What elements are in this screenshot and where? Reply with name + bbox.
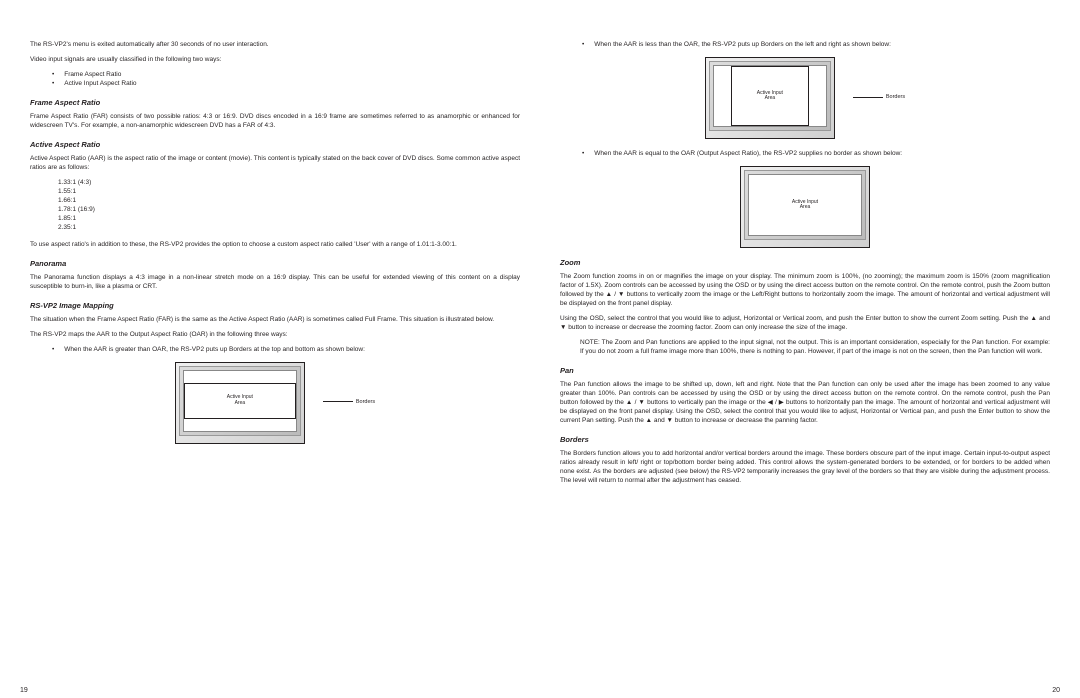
- borders-callout: Borders: [323, 400, 375, 406]
- page-number: 20: [1052, 686, 1060, 696]
- zoom-body-1: The Zoom function zooms in on or magnifi…: [560, 272, 1050, 308]
- frame-aspect-ratio-heading: Frame Aspect Ratio: [30, 98, 520, 109]
- ratio-item: 1.55:1: [58, 187, 520, 196]
- far-body: Frame Aspect Ratio (FAR) consists of two…: [30, 112, 520, 130]
- active-aspect-ratio-heading: Active Aspect Ratio: [30, 140, 520, 151]
- list-item: Frame Aspect Ratio: [52, 70, 520, 79]
- right-page: When the AAR is less than the OAR, the R…: [560, 40, 1050, 678]
- panorama-heading: Panorama: [30, 259, 520, 270]
- tv-diagram: Active Input Area: [705, 57, 835, 139]
- letterbox-figure: Active Input Area Borders: [30, 362, 520, 444]
- ratio-item: 1.33:1 (4:3): [58, 178, 520, 187]
- tv-diagram: Active Input Area: [740, 166, 870, 248]
- active-input-area: Active Input Area: [184, 383, 296, 419]
- active-input-area: Active Input Area: [731, 66, 809, 126]
- zoom-heading: Zoom: [560, 258, 1050, 269]
- mapping-bullet-1: When the AAR is greater than OAR, the RS…: [30, 345, 520, 354]
- borders-callout: Borders: [853, 95, 905, 101]
- mapping-bullet-3: When the AAR is equal to the OAR (Output…: [560, 149, 1050, 158]
- ratio-item: 1.85:1: [58, 214, 520, 223]
- zoom-note: NOTE: The Zoom and Pan functions are app…: [560, 338, 1050, 356]
- ratio-item: 2.35:1: [58, 223, 520, 232]
- aar-body-2: To use aspect ratio's in addition to the…: [30, 240, 520, 249]
- list-item: When the AAR is greater than OAR, the RS…: [52, 345, 520, 354]
- pan-heading: Pan: [560, 366, 1050, 377]
- ratio-item: 1.78:1 (16:9): [58, 205, 520, 214]
- tv-diagram: Active Input Area: [175, 362, 305, 444]
- im-body-2: The RS-VP2 maps the AAR to the Output As…: [30, 330, 520, 339]
- pan-body: The Pan function allows the image to be …: [560, 380, 1050, 425]
- active-input-area: Active Input Area: [749, 175, 861, 235]
- list-item: When the AAR is equal to the OAR (Output…: [582, 149, 1050, 158]
- intro-2: Video input signals are usually classifi…: [30, 55, 520, 64]
- aar-body-1: Active Aspect Ratio (AAR) is the aspect …: [30, 154, 520, 172]
- borders-body: The Borders function allows you to add h…: [560, 449, 1050, 485]
- borders-heading: Borders: [560, 435, 1050, 446]
- ratio-list: 1.33:1 (4:3) 1.55:1 1.66:1 1.78:1 (16:9)…: [30, 178, 520, 233]
- panorama-body: The Panorama function displays a 4:3 ima…: [30, 273, 520, 291]
- page-number: 19: [20, 686, 28, 696]
- image-mapping-heading: RS-VP2 Image Mapping: [30, 301, 520, 312]
- fullframe-figure: Active Input Area: [560, 166, 1050, 248]
- classification-list: Frame Aspect Ratio Active Input Aspect R…: [30, 70, 520, 88]
- mapping-bullet-2: When the AAR is less than the OAR, the R…: [560, 40, 1050, 49]
- list-item: When the AAR is less than the OAR, the R…: [582, 40, 1050, 49]
- zoom-body-2: Using the OSD, select the control that y…: [560, 314, 1050, 332]
- pillarbox-figure: Active Input Area Borders: [560, 57, 1050, 139]
- left-page: The RS-VP2's menu is exited automaticall…: [30, 40, 520, 678]
- list-item: Active Input Aspect Ratio: [52, 79, 520, 88]
- im-body-1: The situation when the Frame Aspect Rati…: [30, 315, 520, 324]
- ratio-item: 1.66:1: [58, 196, 520, 205]
- intro-1: The RS-VP2's menu is exited automaticall…: [30, 40, 520, 49]
